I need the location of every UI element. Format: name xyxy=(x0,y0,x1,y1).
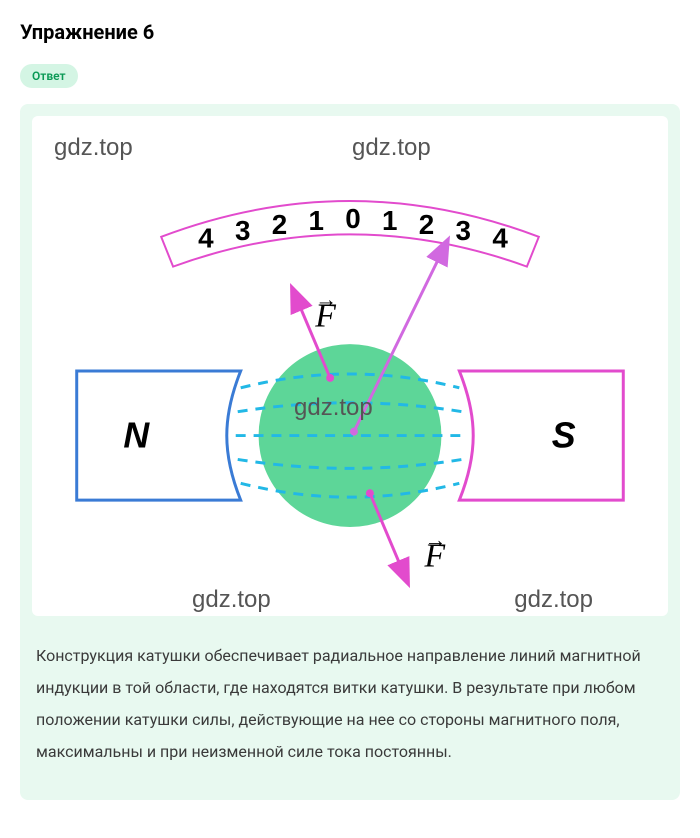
scale-digit: 3 xyxy=(235,215,250,246)
south-magnet xyxy=(459,371,623,500)
diagram-container: gdz.top gdz.top gdz.top gdz.top gdz.top … xyxy=(20,104,680,800)
physics-diagram-svg: 4 3 2 1 0 1 2 3 4 N S xyxy=(32,116,668,616)
scale-digit: 4 xyxy=(198,223,214,254)
south-label: S xyxy=(552,415,576,455)
scale-digit: 1 xyxy=(308,205,323,236)
watermark-center: gdz.top xyxy=(294,394,373,422)
page-title: Упражнение 6 xyxy=(20,20,680,44)
scale-digit: 4 xyxy=(492,223,508,254)
answer-badge: Ответ xyxy=(20,64,78,88)
north-magnet xyxy=(77,371,241,500)
north-label: N xyxy=(123,415,150,455)
scale-digit: 2 xyxy=(419,209,434,240)
scale-digit: 3 xyxy=(456,215,471,246)
diagram: gdz.top gdz.top gdz.top gdz.top gdz.top … xyxy=(32,116,668,616)
svg-text:→: → xyxy=(315,286,337,311)
scale-digit: 2 xyxy=(272,209,287,240)
scale-digit: 1 xyxy=(382,205,397,236)
description-text: Конструкция катушки обеспечивает радиаль… xyxy=(32,632,668,788)
scale-digit: 0 xyxy=(345,203,360,234)
svg-text:→: → xyxy=(425,527,447,552)
